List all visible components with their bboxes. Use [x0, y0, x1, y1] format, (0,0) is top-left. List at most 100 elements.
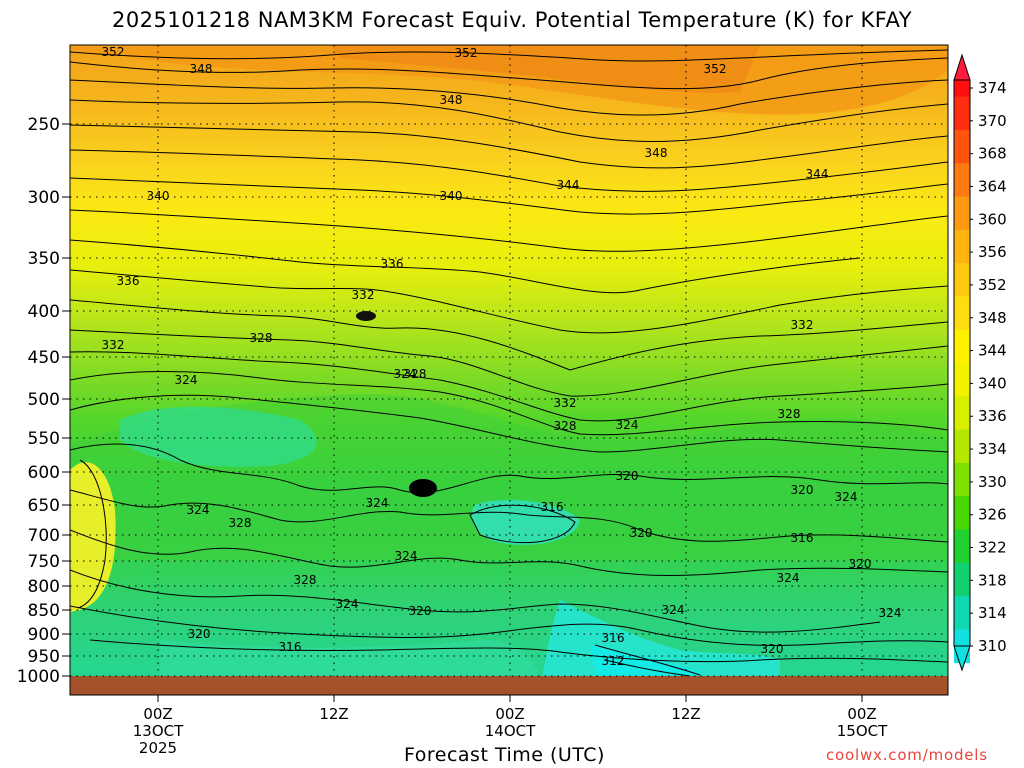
colorbar-swatch	[954, 496, 970, 530]
colorbar: 374 370 368 364 360 356 352 348 344 340 336 334 330 3…	[953, 53, 1007, 672]
x-tick-label: 00Z	[847, 705, 876, 723]
contour-label: 320	[616, 469, 639, 483]
contour-label: 316	[541, 500, 564, 514]
y-axis: 250 300 350 400 450 500 550 600 650 700 750 800 850 9…	[17, 115, 70, 687]
colorbar-swatch	[954, 129, 970, 164]
colorbar-label: 322	[978, 539, 1007, 557]
contour-label: 348	[190, 62, 213, 76]
y-tick-label: 800	[28, 577, 60, 597]
y-tick-label: 500	[28, 390, 60, 410]
colorbar-label: 374	[978, 79, 1007, 97]
contour-label: 320	[409, 604, 432, 618]
contour-label: 324	[777, 571, 800, 585]
contour-line	[70, 149, 948, 192]
contour-label: 324	[879, 606, 902, 620]
contour-label: 328	[229, 516, 252, 530]
contour-labels: 352 352 352 348 348 348 344 344 340 340 336 336 332 3…	[102, 45, 902, 668]
colorbar-frame	[953, 79, 971, 647]
colorbar-swatch	[954, 562, 970, 597]
colorbar-label: 318	[978, 571, 1007, 589]
y-tick-label: 300	[28, 188, 60, 208]
contour-line	[70, 177, 948, 215]
colorbar-swatch	[954, 529, 970, 564]
y-tick-label: 550	[28, 429, 60, 449]
contour-label: 328	[294, 573, 317, 587]
contour-label: 320	[791, 483, 814, 497]
y-tick-label: 850	[28, 601, 60, 621]
contour-label: 324	[394, 367, 417, 381]
x-tick-label: 15OCT	[837, 722, 888, 740]
x-tick-label: 2025	[139, 739, 177, 757]
colorbar-label: 364	[978, 177, 1007, 195]
contour-label: 316	[279, 640, 302, 654]
y-tick-label: 750	[28, 552, 60, 572]
x-tick-label: 12Z	[671, 705, 700, 723]
contour-label: 348	[645, 146, 668, 160]
colorbar-swatch	[954, 429, 970, 464]
colorbar-swatch	[954, 296, 970, 331]
colorbar-swatch	[954, 363, 970, 397]
contour-line	[469, 504, 576, 544]
contour-label: 324	[175, 373, 198, 387]
contour-line	[89, 639, 948, 663]
contour-label: 312	[602, 654, 625, 668]
contour-label: 320	[630, 526, 653, 540]
contour-label: 316	[602, 631, 625, 645]
colorbar-label: 348	[978, 309, 1007, 327]
contour-label: 324	[395, 549, 418, 563]
contour-label: 320	[761, 642, 784, 656]
colorbar-label: 340	[978, 374, 1007, 392]
colorbar-swatch	[954, 596, 970, 630]
contour-label: 344	[557, 178, 580, 192]
contour-label: 328	[554, 419, 577, 433]
contour-label: 328	[778, 407, 801, 421]
contour-label: 324	[835, 490, 858, 504]
filled-field	[70, 45, 948, 695]
contour-label: 324	[366, 496, 389, 510]
colorbar-label: 368	[978, 145, 1007, 163]
colorbar-label: 336	[978, 407, 1007, 425]
contour-line	[70, 79, 948, 116]
contour-line	[70, 329, 948, 397]
contour-label: 332	[554, 396, 577, 410]
y-tick-label: 600	[28, 463, 60, 483]
colorbar-max-arrow	[953, 53, 971, 81]
contour-line	[77, 459, 107, 609]
colorbar-label: 344	[978, 342, 1007, 360]
plot-frame	[69, 44, 949, 696]
y-tick-label: 400	[28, 302, 60, 322]
contour-label: 328	[250, 331, 273, 345]
colorbar-label: 330	[978, 473, 1007, 491]
contour-line	[70, 529, 948, 576]
credit-link[interactable]: coolwx.com/models	[826, 746, 988, 764]
colorbar-label: 326	[978, 506, 1007, 524]
contour-label: 348	[440, 93, 463, 107]
y-tick-label: 450	[28, 348, 60, 368]
contour-line	[70, 57, 948, 90]
x-tick-label: 14OCT	[485, 722, 536, 740]
contour-line	[594, 644, 701, 677]
contour-line	[70, 49, 948, 62]
contour-label: 332	[102, 338, 125, 352]
colorbar-label: 352	[978, 276, 1007, 294]
colorbar-swatch	[954, 329, 970, 364]
contour-line	[70, 299, 948, 371]
colorbar-label: 334	[978, 440, 1007, 458]
x-tick-label: 12Z	[319, 705, 348, 723]
y-tick-label: 650	[28, 496, 60, 516]
contour-label: 352	[102, 45, 125, 59]
contour-label: 328	[404, 367, 427, 381]
x-tick-label: 00Z	[495, 705, 524, 723]
ground-surface	[70, 676, 948, 695]
contour-label: 336	[381, 257, 404, 271]
colorbar-swatch	[954, 263, 970, 297]
contour-label: 324	[616, 418, 639, 432]
contour-label: 340	[440, 189, 463, 203]
contour-line	[70, 489, 948, 543]
contour-label: 324	[187, 503, 210, 517]
colorbar-swatch	[954, 96, 970, 131]
y-tick-label: 1000	[17, 667, 60, 687]
contour-line	[70, 239, 861, 294]
colorbar-swatch	[954, 163, 970, 198]
